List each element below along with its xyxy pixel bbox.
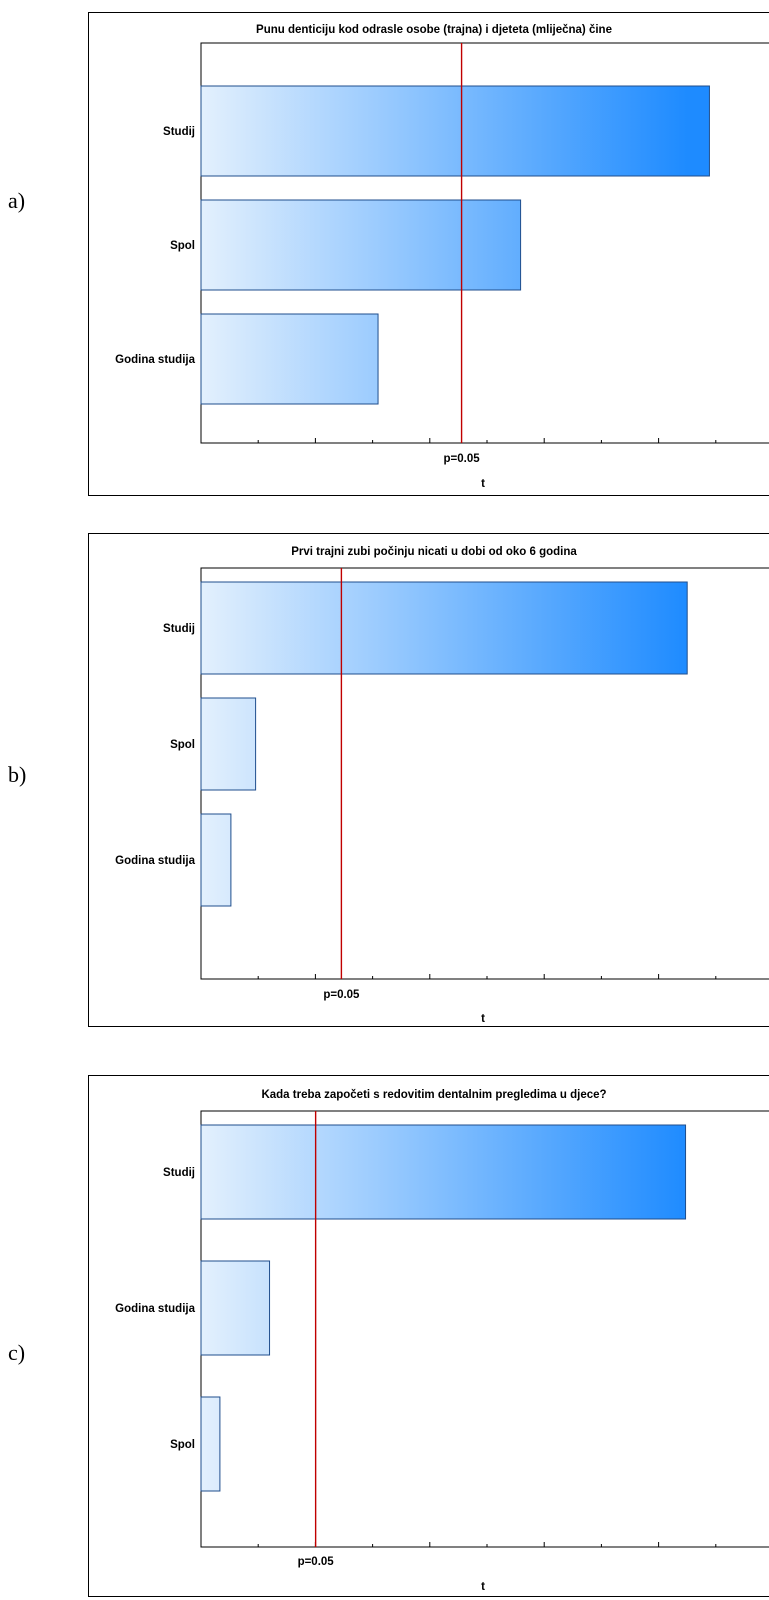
category-label: Spol (170, 240, 195, 252)
category-label: Studij (163, 126, 195, 138)
category-label: Studij (163, 623, 195, 635)
chart-panel-a: Punu denticiju kod odrasle osobe (trajna… (88, 12, 769, 496)
bar-studij (200, 1124, 687, 1220)
chart-title: Prvi trajni zubi počinju nicati u dobi o… (291, 546, 577, 558)
bar-spol (200, 1396, 221, 1492)
bar-godina-studija (200, 813, 232, 907)
bar-spol (200, 697, 257, 791)
bar-godina-studija (200, 1260, 271, 1356)
category-label: Spol (170, 1439, 195, 1451)
bar-studij (200, 581, 688, 675)
category-label: Godina studija (115, 855, 195, 867)
x-axis-label: t (481, 478, 485, 490)
category-label: Studij (163, 1167, 195, 1179)
x-axis-label: t (481, 1581, 485, 1593)
reference-line-label: p=0.05 (444, 453, 481, 465)
reference-line-label: p=0.05 (323, 989, 360, 1001)
category-label: Godina studija (115, 1303, 195, 1315)
chart-a-svg: Punu denticiju kod odrasle osobe (trajna… (115, 24, 769, 490)
panel-letter-c: c) (8, 1340, 26, 1365)
chart-c-svg: Kada treba započeti s redovitim dentalni… (115, 1089, 769, 1593)
reference-line-label: p=0.05 (298, 1556, 335, 1568)
chart-title: Punu denticiju kod odrasle osobe (trajna… (256, 24, 612, 36)
chart-b-svg: Prvi trajni zubi počinju nicati u dobi o… (115, 546, 769, 1025)
chart-panel-b: Prvi trajni zubi počinju nicati u dobi o… (88, 533, 769, 1027)
chart-panel-c: Kada treba započeti s redovitim dentalni… (88, 1075, 769, 1597)
bar-godina-studija (200, 313, 379, 405)
bar-spol (200, 199, 522, 291)
chart-title: Kada treba započeti s redovitim dentalni… (261, 1089, 606, 1101)
x-axis-label: t (481, 1013, 485, 1025)
bar-studij (200, 85, 710, 177)
panel-letter-b: b) (8, 762, 27, 787)
category-label: Spol (170, 739, 195, 751)
category-label: Godina studija (115, 354, 195, 366)
panel-letter-a: a) (8, 188, 26, 213)
